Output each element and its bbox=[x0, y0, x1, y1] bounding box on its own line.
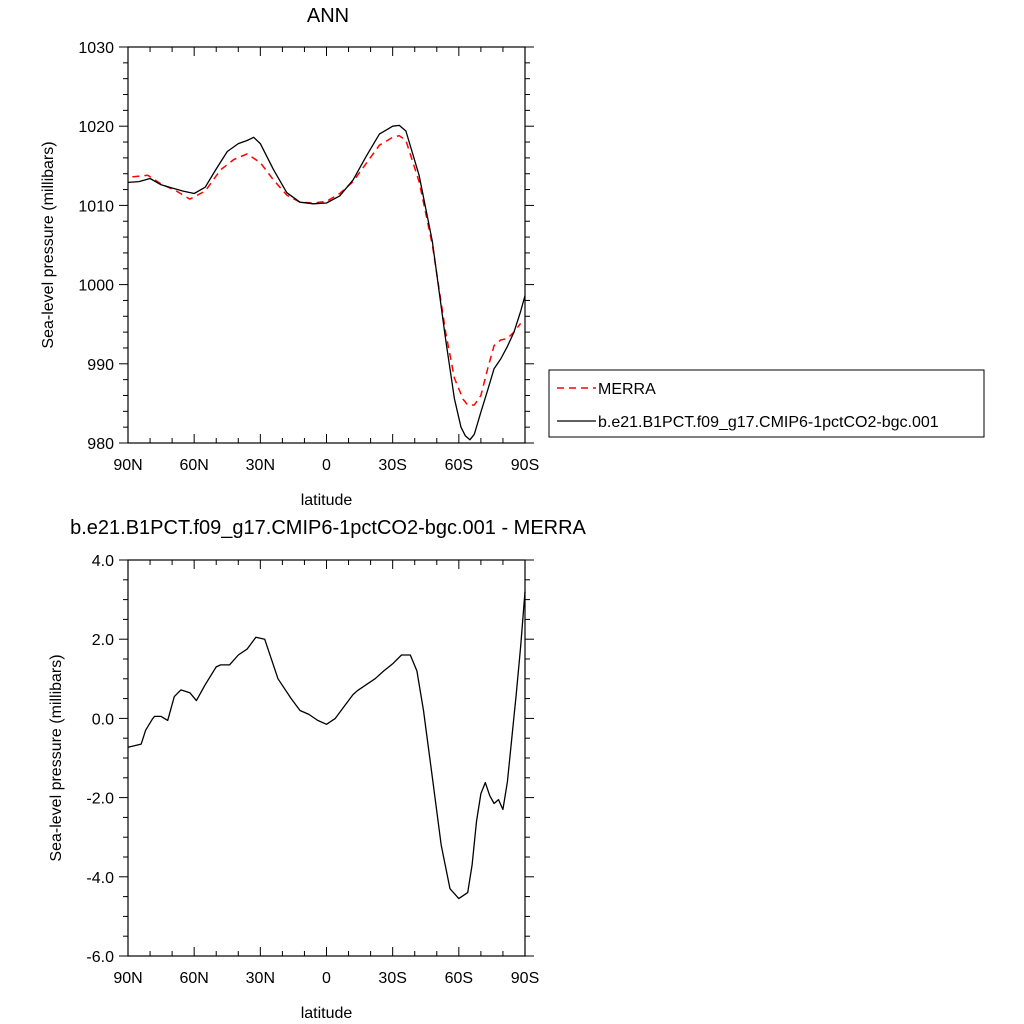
legend-frame bbox=[548, 369, 985, 438]
bottom-x-tick-label: 30S bbox=[378, 970, 406, 987]
top-x-tick-label: 0 bbox=[322, 457, 331, 474]
bottom-y-tick-label: 4.0 bbox=[92, 553, 114, 570]
bottom-panel: b.e21.B1PCT.f09_g17.CMIP6-1pctCO2-bgc.00… bbox=[48, 517, 587, 1022]
top-plot-frame bbox=[127, 46, 526, 444]
top-y-tick-label: 1000 bbox=[78, 278, 114, 295]
top-x-tick-label: 60N bbox=[179, 457, 208, 474]
bottom-y-tick-label: -2.0 bbox=[86, 791, 114, 808]
bottom-y-tick-label: 0.0 bbox=[92, 711, 114, 728]
top-x-tick-label: 90S bbox=[511, 457, 539, 474]
top-series-line-1 bbox=[127, 124, 526, 441]
bottom-y-tick-label: -6.0 bbox=[86, 949, 114, 966]
top-x-tick-label: 90N bbox=[113, 457, 142, 474]
legend-label-merra: MERRA bbox=[598, 381, 656, 398]
bottom-x-tick-label: 90N bbox=[113, 970, 142, 987]
bottom-x-tick-label: 90S bbox=[511, 970, 539, 987]
legend: MERRA b.e21.B1PCT.f09_g17.CMIP6-1pctCO2-… bbox=[548, 369, 985, 438]
top-y-tick-label: 990 bbox=[87, 357, 114, 374]
top-y-tick-label: 1030 bbox=[78, 40, 114, 57]
bottom-y-axis-label: Sea-level pressure (millibars) bbox=[48, 654, 65, 861]
top-y-tick-label: 1020 bbox=[78, 119, 114, 136]
bottom-series-line-0 bbox=[127, 591, 526, 900]
top-x-tick-label: 30N bbox=[246, 457, 275, 474]
top-y-tick-label: 980 bbox=[87, 436, 114, 453]
top-y-tick-label: 1010 bbox=[78, 198, 114, 215]
top-panel: ANN 90N 60N 30N 0 30S 60S 90S 980 990 1000 1010 102… bbox=[40, 5, 539, 509]
top-x-axis-label: latitude bbox=[301, 492, 353, 509]
top-series-line-0 bbox=[132, 134, 522, 406]
bottom-x-tick-label: 30N bbox=[246, 970, 275, 987]
bottom-x-tick-label: 60N bbox=[179, 970, 208, 987]
bottom-x-tick-label: 0 bbox=[322, 970, 331, 987]
bottom-plot-frame bbox=[127, 559, 526, 957]
bottom-y-tick-label: -4.0 bbox=[86, 870, 114, 887]
bottom-y-tick-label: 2.0 bbox=[92, 632, 114, 649]
bottom-chart-title: b.e21.B1PCT.f09_g17.CMIP6-1pctCO2-bgc.00… bbox=[70, 517, 586, 539]
top-y-axis-label: Sea-level pressure (millibars) bbox=[40, 141, 57, 348]
top-chart-title: ANN bbox=[307, 5, 349, 27]
legend-label-model: b.e21.B1PCT.f09_g17.CMIP6-1pctCO2-bgc.00… bbox=[598, 414, 939, 431]
bottom-x-axis-label: latitude bbox=[301, 1005, 353, 1022]
bottom-x-tick-label: 60S bbox=[445, 970, 473, 987]
top-x-tick-label: 60S bbox=[445, 457, 473, 474]
top-x-tick-label: 30S bbox=[378, 457, 406, 474]
